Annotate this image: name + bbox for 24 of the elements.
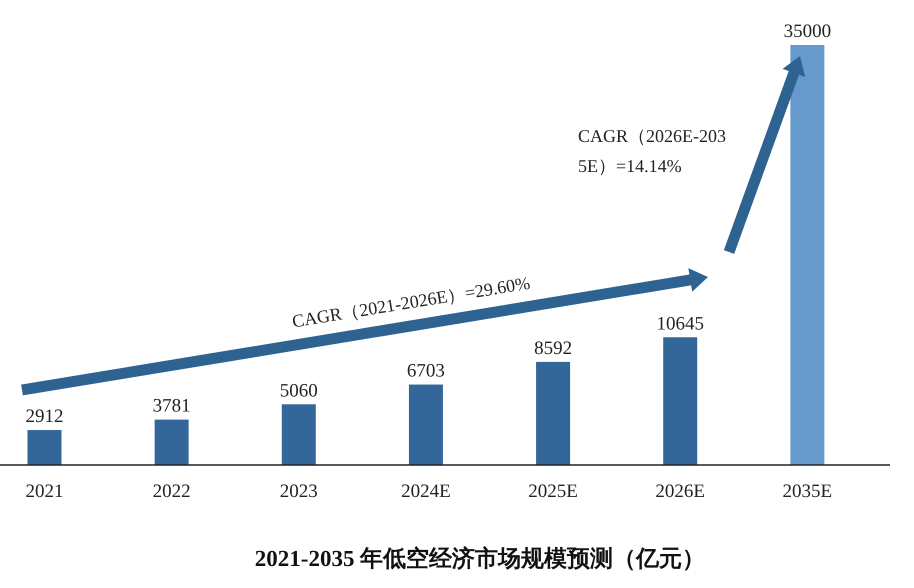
data-label: 3781 xyxy=(152,396,191,417)
x-tick-label: 2022 xyxy=(152,481,191,502)
x-tick-label: 2021 xyxy=(26,481,64,502)
bar xyxy=(790,45,824,465)
x-tick-label: 2025E xyxy=(528,481,578,502)
data-label: 6703 xyxy=(406,360,445,382)
data-label: 10645 xyxy=(656,313,704,334)
bar xyxy=(154,420,189,465)
data-label: 2912 xyxy=(26,406,64,428)
annotation: CAGR（2026E-2035E）=14.14% xyxy=(578,126,726,176)
bar xyxy=(536,362,570,465)
x-tick-label: 2023 xyxy=(280,481,318,502)
text: 2021-2035 年低空经济市场规模预测（亿元） xyxy=(254,545,706,571)
bar xyxy=(408,384,443,465)
data-label: 5060 xyxy=(280,380,318,402)
annotation: CAGR（2021-2026E）=29.60% xyxy=(290,272,532,332)
bar xyxy=(663,337,698,465)
x-tick-label: 2026E xyxy=(655,481,706,502)
bar xyxy=(282,404,316,465)
x-tick-label: 2024E xyxy=(401,481,451,502)
data-label: 8592 xyxy=(534,338,572,359)
data-label: 35000 xyxy=(784,21,832,42)
x-tick-label: 2035E xyxy=(782,481,832,502)
bar xyxy=(28,430,62,465)
